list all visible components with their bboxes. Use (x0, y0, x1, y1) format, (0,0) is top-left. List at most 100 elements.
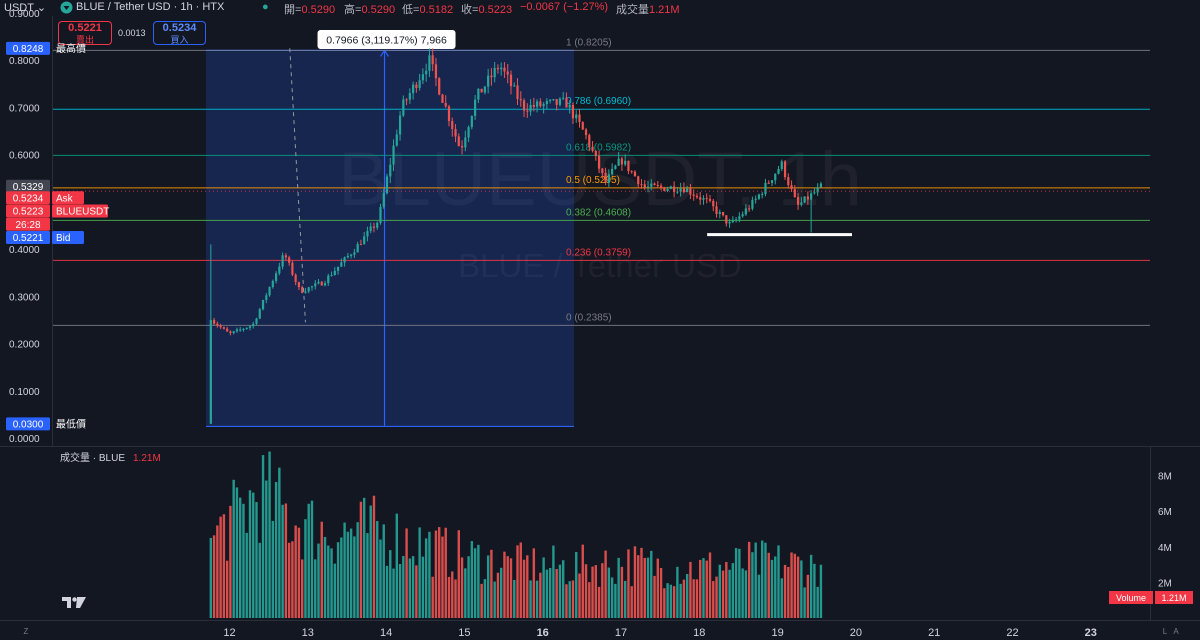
volume-bar (261, 455, 265, 618)
log-scale-icon[interactable]: L (1163, 627, 1168, 636)
volume-bar (421, 556, 425, 618)
volume-bar (258, 542, 261, 618)
candlestick-series (209, 48, 823, 424)
sell-button[interactable]: 0.5221 賣出 (58, 21, 112, 45)
volume-bar (411, 556, 415, 618)
volume-bar (483, 579, 487, 618)
measure-tool[interactable]: 0.7966 (3,119.17%) 7,966 (206, 30, 575, 428)
buy-button[interactable]: 0.5234 買入 (153, 21, 206, 45)
price-axis[interactable]: 0.9000 0.8000 0.7000 0.6000 0.4000 0.3000 0.20… (9, 9, 40, 445)
price-label-value: 0.0300 (13, 420, 44, 431)
volume-bar (503, 551, 506, 618)
volume-bar (741, 568, 744, 618)
volume-bar (353, 536, 356, 618)
candle-body (304, 291, 307, 293)
ohlc-open: 開=0.5290 (284, 4, 336, 16)
volume-bar (317, 543, 320, 618)
candle-body (457, 136, 460, 147)
candle-body (535, 101, 539, 107)
volume-bar (581, 544, 584, 618)
volume-bar (734, 548, 738, 618)
volume-tick-label: 2M (1158, 578, 1172, 589)
candle-body (398, 115, 402, 135)
candle-body (633, 171, 637, 177)
volume-bar (242, 503, 245, 618)
volume-bar (239, 497, 242, 618)
volume-bar (369, 505, 372, 618)
candle-body (284, 255, 287, 258)
volume-bar (695, 579, 699, 618)
volume-bar (588, 582, 591, 618)
drawings[interactable] (53, 48, 1150, 323)
volume-bar (793, 553, 797, 618)
candle-body (271, 280, 274, 288)
candle-body (611, 168, 614, 175)
currency-select[interactable]: USDT ⌄ (4, 2, 47, 14)
tradingview-logo-icon[interactable] (62, 597, 86, 608)
symbol-title[interactable]: BLUE / Tether USD · 1h · HTX (76, 1, 225, 13)
trend-dash-line (289, 48, 306, 323)
volume-bar (666, 583, 669, 618)
price-label-value: 0.5234 (13, 193, 44, 204)
ohlc-change: −0.0067 (−1.27%) (520, 1, 609, 13)
volume-bar (715, 576, 718, 618)
candle-body (320, 281, 323, 286)
auto-scale-icon[interactable]: A (1173, 627, 1179, 636)
volume-bar (620, 566, 624, 618)
volume-bar (548, 567, 552, 618)
candle-body (571, 104, 575, 119)
candle-body (663, 187, 666, 191)
volume-bar (340, 537, 343, 618)
candle-body (568, 104, 571, 108)
candle-body (767, 182, 770, 184)
candle-body (699, 197, 702, 200)
candle-body (526, 110, 529, 112)
candle-body (673, 186, 676, 192)
volume-bar (300, 559, 304, 618)
volume-bar (702, 558, 705, 618)
volume-bar (578, 573, 581, 618)
symbol-logo-icon (60, 1, 73, 17)
candle-body (770, 180, 774, 184)
volume-bar (346, 531, 350, 618)
volume-bar (434, 530, 438, 618)
fib-retracement[interactable]: 1 (0.8205) 0.786 (0.6960) 0.618 (0.5982) 0.… (53, 37, 1150, 326)
volume-bar (659, 567, 663, 618)
candle-body (581, 122, 584, 130)
volume-bar (614, 583, 617, 618)
volume-bar (212, 535, 216, 618)
volume-bar (389, 550, 392, 618)
candle-body (630, 171, 633, 173)
volume-badge-label: Volume (1116, 593, 1146, 603)
candle-body (764, 182, 767, 194)
candle-body (503, 67, 506, 72)
volume-bar (764, 542, 767, 618)
volume-axis: 8M 6M 4M 2M (1158, 472, 1172, 590)
candle-body (258, 309, 261, 319)
candle-body (715, 206, 718, 214)
fib-label-0236: 0.236 (0.3759) (566, 247, 631, 258)
candle-body (460, 146, 464, 148)
price-tick-label: 0.1000 (9, 387, 40, 398)
candle-body (682, 188, 686, 193)
candle-body (336, 266, 340, 271)
zoom-icon[interactable]: Z (24, 627, 29, 636)
volume-bar (438, 527, 441, 618)
volume-bar (685, 573, 689, 618)
candle-body (637, 176, 640, 185)
volume-bar (767, 552, 770, 618)
price-tick-label: 0.2000 (9, 340, 40, 351)
candle-body (516, 85, 519, 100)
price-label-bg (6, 41, 50, 55)
candle-body (539, 101, 542, 107)
volume-bar (751, 552, 754, 618)
time-axis[interactable]: 12 13 14 15 16 17 18 19 20 21 22 23 (223, 627, 1097, 639)
volume-bar (395, 513, 399, 618)
volume-bar (522, 559, 526, 618)
volume-bar (555, 569, 558, 618)
volume-bar (535, 580, 539, 618)
candle-body (327, 275, 330, 284)
candle-body (379, 206, 382, 223)
